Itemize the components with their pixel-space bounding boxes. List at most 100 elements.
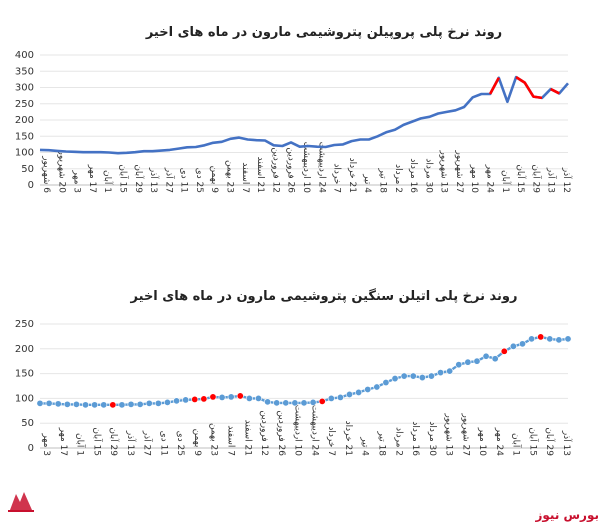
x-tick-label: 10 مهر xyxy=(477,427,487,457)
x-tick-label: 29 آبان xyxy=(133,164,145,193)
data-point xyxy=(154,399,162,407)
data-point xyxy=(200,395,208,403)
x-tick-label: 26 فروردین xyxy=(276,410,286,456)
x-tick-label: 21 خرداد xyxy=(343,421,353,456)
data-point xyxy=(163,398,171,406)
x-tick-label: 15 آبان xyxy=(527,427,539,456)
y-tick-label: 200 xyxy=(15,344,34,355)
data-point xyxy=(546,335,554,343)
data-point xyxy=(118,401,126,409)
x-tick-label: 17 مهر xyxy=(58,427,68,456)
y-tick-label: 0 xyxy=(28,443,34,454)
x-tick-label: 7 خرداد xyxy=(326,426,336,456)
x-tick-label: 29 آبان xyxy=(530,164,542,193)
y-tick-label: 250 xyxy=(15,99,34,110)
brand-name: بورس نیوز xyxy=(535,508,599,522)
y-tick-label: 400 xyxy=(15,50,34,61)
data-point xyxy=(318,397,326,405)
x-tick-label: 30 مرداد xyxy=(427,421,437,456)
x-tick-label: 12 آذر xyxy=(561,167,573,193)
x-tick-label: 16 مرداد xyxy=(410,421,420,456)
x-tick-label: 24 اردیبهشت xyxy=(316,142,326,194)
data-point xyxy=(364,385,372,393)
data-point xyxy=(391,375,399,383)
x-tick-label: 23 بهمن xyxy=(209,423,219,456)
x-tick-label: 15 آبان xyxy=(91,427,103,456)
highlight-segment xyxy=(515,76,543,100)
data-point xyxy=(191,395,199,403)
y-tick-label: 100 xyxy=(15,393,34,404)
x-tick-label: 2 مرداد xyxy=(393,164,403,193)
x-tick-label: 21 اسفند xyxy=(242,420,252,456)
x-tick-label: 30 مرداد xyxy=(423,158,433,193)
data-point xyxy=(373,383,381,391)
x-tick-label: 15 آبان xyxy=(117,164,129,193)
data-point xyxy=(327,394,335,402)
x-tick-label: 9 بهمن xyxy=(209,166,219,194)
x-tick-label: 11 دی xyxy=(158,431,168,456)
chart-hdpe: روند نرخ پلی اتیلن سنگین پتروشیمی مارون … xyxy=(0,270,607,520)
data-point xyxy=(500,347,508,355)
x-tick-label: 12 فروردین xyxy=(259,410,269,456)
x-tick-label: 10 اردیبهشت xyxy=(293,405,303,457)
data-point xyxy=(218,393,226,401)
data-point xyxy=(72,400,80,408)
data-point xyxy=(336,393,344,401)
data-point xyxy=(109,401,117,409)
x-tick-label: 12 فروردین xyxy=(270,147,280,193)
y-tick-label: 350 xyxy=(15,66,34,77)
data-point xyxy=(82,401,90,409)
x-tick-label: 1 آبان xyxy=(102,170,114,193)
data-point xyxy=(464,358,472,366)
y-tick-label: 0 xyxy=(28,180,34,191)
data-point xyxy=(473,357,481,365)
x-tick-label: 1 آبان xyxy=(75,433,87,456)
x-tick-label: 21 خرداد xyxy=(347,158,357,193)
data-point xyxy=(227,393,235,401)
chart-svg-hdpe: روند نرخ پلی اتیلن سنگین پتروشیمی مارون … xyxy=(15,288,573,457)
x-tick-label: 24 مهر xyxy=(485,164,495,194)
y-tick-label: 50 xyxy=(21,418,34,429)
data-point xyxy=(355,388,363,396)
y-tick-label: 50 xyxy=(21,164,34,175)
series-line xyxy=(39,75,569,155)
y-tick-label: 150 xyxy=(15,369,34,380)
data-point xyxy=(54,400,62,408)
data-point xyxy=(209,393,217,401)
data-point xyxy=(537,333,545,341)
data-point xyxy=(36,399,44,407)
data-point xyxy=(528,335,536,343)
x-tick-label: 27 شهریور xyxy=(454,150,464,193)
y-tick-label: 300 xyxy=(15,83,34,94)
x-tick-label: 18 تیر xyxy=(377,167,387,193)
chart-title: روند نرخ پلی پروپیلن پتروشیمی مارون در م… xyxy=(145,25,502,40)
data-point xyxy=(564,335,572,343)
data-point xyxy=(245,394,253,402)
data-point xyxy=(291,399,299,407)
data-point xyxy=(273,399,281,407)
x-tick-label: 13 آذر xyxy=(148,167,160,193)
data-point xyxy=(45,399,53,407)
x-tick-label: 1 آبان xyxy=(500,170,512,193)
data-point xyxy=(264,398,272,406)
x-tick-label: 10 مهر xyxy=(469,164,479,194)
x-tick-label: 7 خرداد xyxy=(332,163,342,193)
data-point xyxy=(309,398,317,406)
x-tick-label: 20 شهریور xyxy=(56,150,66,194)
x-tick-label: 2 مرداد xyxy=(393,427,403,456)
data-point xyxy=(136,400,144,408)
x-tick-label: 10 اردیبهشت xyxy=(301,142,311,194)
data-point xyxy=(446,367,454,375)
data-point xyxy=(91,401,99,409)
x-tick-label: 15 آبان xyxy=(515,164,527,193)
data-point xyxy=(427,372,435,380)
x-tick-label: 3 مهر xyxy=(41,432,51,456)
data-point xyxy=(100,401,108,409)
series-line xyxy=(40,335,569,407)
x-tick-label: 13 آذر xyxy=(125,430,137,456)
x-tick-label: 29 آبان xyxy=(108,427,120,456)
x-tick-label: 24 اردیبهشت xyxy=(309,405,319,457)
x-tick-label: 24 مهر xyxy=(494,427,504,457)
data-point xyxy=(173,397,181,405)
x-tick-label: 26 فروردین xyxy=(286,147,296,193)
